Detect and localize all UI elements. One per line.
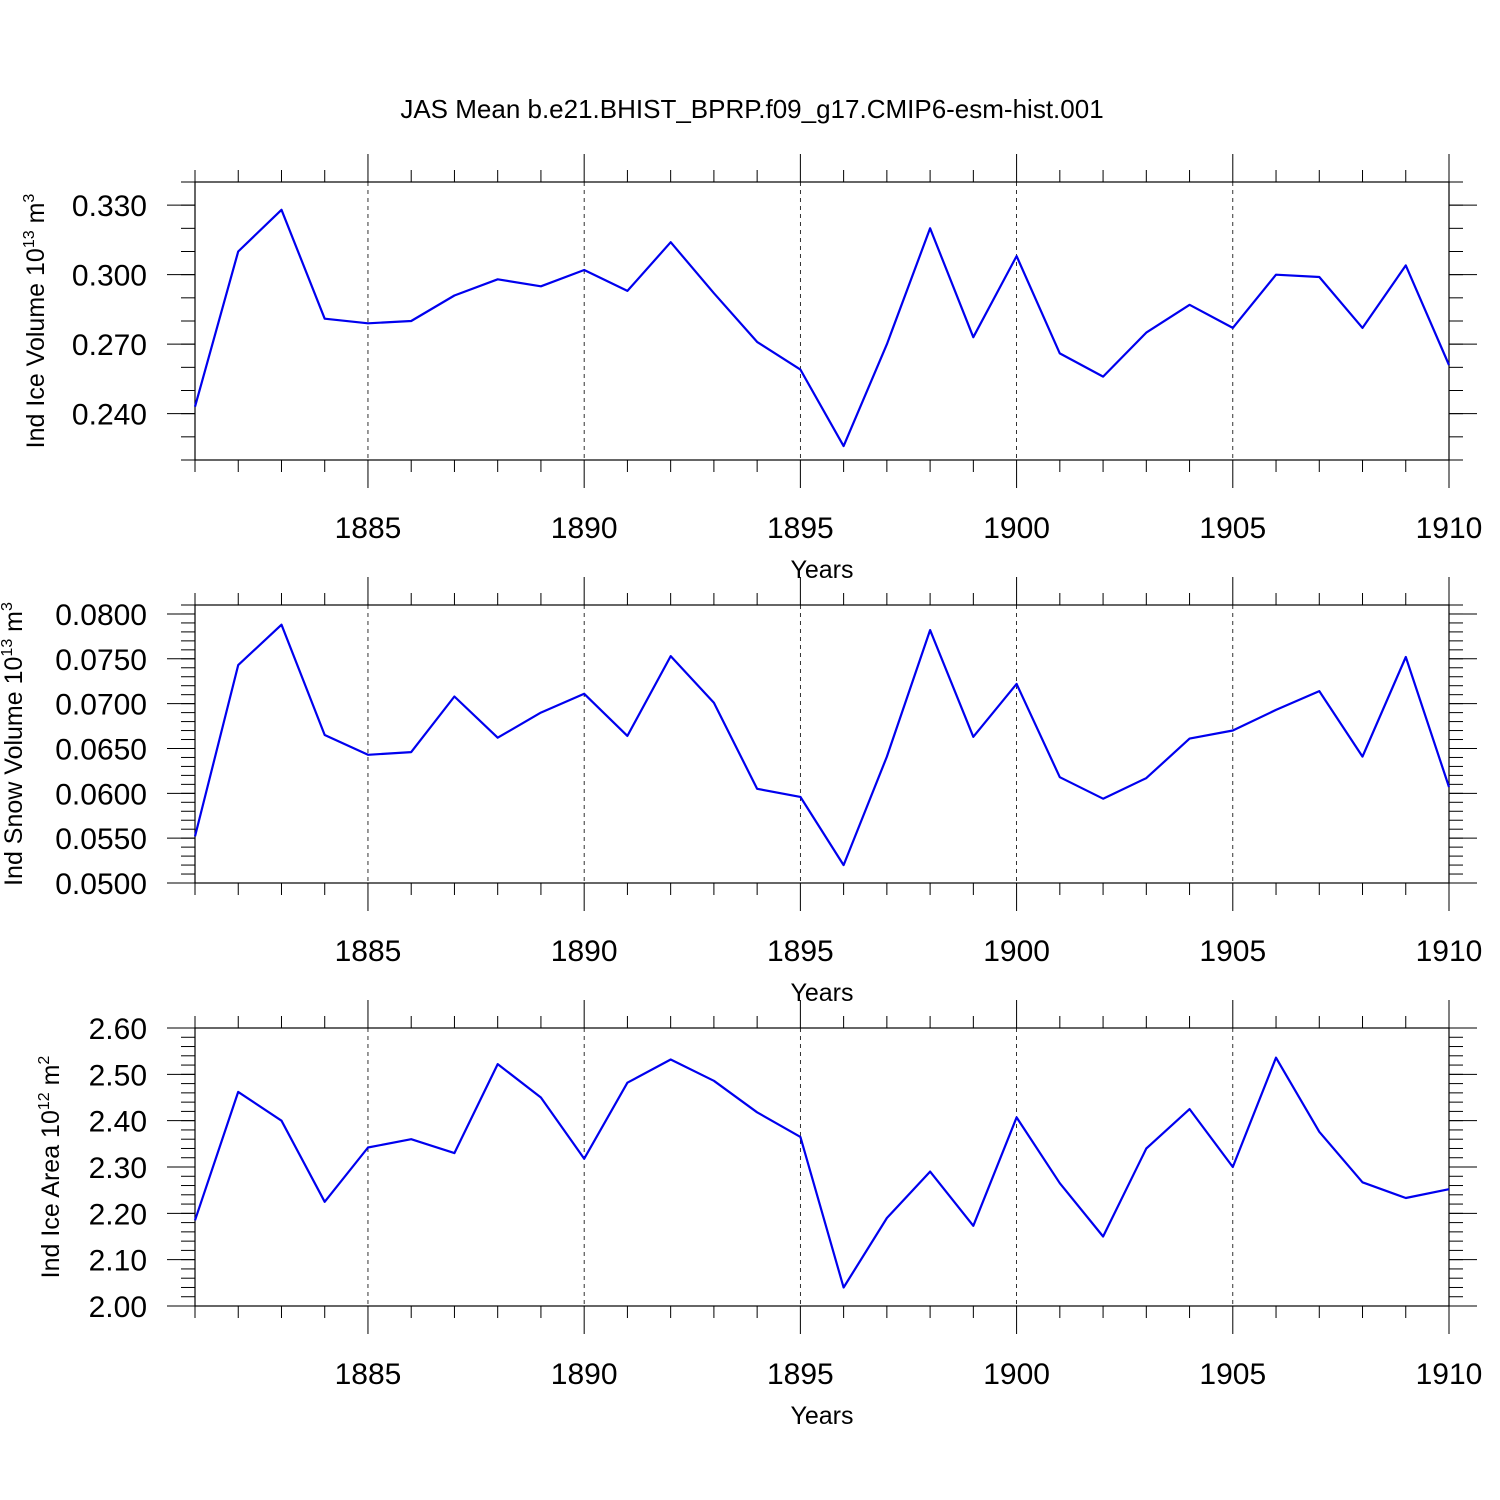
- x-axis-label: Years: [790, 1402, 853, 1430]
- x-axis-label: Years: [790, 556, 853, 584]
- y-axis-label-exponent: 13: [21, 230, 38, 248]
- x-tick-label: 1905: [1199, 1358, 1266, 1391]
- series-line: [193, 208, 1451, 448]
- x-tick-label: 1895: [767, 935, 834, 968]
- x-tick-label: 1900: [983, 512, 1050, 545]
- panel-ice-volume: 1885 1890 1895 1900 1905 1910 0.240 0.270 0.300 0…: [21, 154, 1482, 584]
- y-axis-label-unit-exponent: 3: [21, 194, 38, 203]
- series-line: [193, 623, 1451, 867]
- x-tick-label: 1885: [335, 512, 402, 545]
- x-tick-label: 1905: [1199, 935, 1266, 968]
- plot-frame: [194, 604, 1450, 884]
- y-axis-label: Ind Snow Volume 1013 m3: [0, 602, 28, 886]
- y-tick-label: 0.0600: [55, 778, 147, 811]
- y-tick-label: 2.40: [89, 1106, 147, 1139]
- y-tick-label: 2.60: [89, 1013, 147, 1046]
- x-tick-label: 1910: [1416, 935, 1483, 968]
- y-tick-label: 2.30: [89, 1152, 147, 1185]
- y-axis-label: Ind Ice Volume 1013 m3: [21, 194, 50, 449]
- chart-title: JAS Mean b.e21.BHIST_BPRP.f09_g17.CMIP6-…: [400, 94, 1103, 124]
- x-tick-label: 1900: [983, 1358, 1050, 1391]
- y-tick-label: 2.20: [89, 1198, 147, 1231]
- x-tick-label: 1895: [767, 512, 834, 545]
- y-tick-label: 2.50: [89, 1059, 147, 1092]
- panel-ice-area: 1885 1890 1895 1900 1905 1910 2.00 2.10 2.20 2.30…: [36, 1000, 1482, 1430]
- series-line: [193, 1056, 1450, 1289]
- y-tick-label: 0.330: [72, 190, 147, 223]
- y-axis-label-exponent: 13: [0, 639, 16, 657]
- y-tick-label: 0.270: [72, 329, 147, 362]
- panel-snow-volume: 1885 1890 1895 1900 1905 1910 0.0500 0.0550 0.06…: [0, 577, 1482, 1007]
- x-tick-label: 1890: [551, 512, 618, 545]
- x-tick-label: 1895: [767, 1358, 834, 1391]
- y-axis-label-unit: m: [0, 611, 28, 639]
- y-axis-label-main: Ind Snow Volume 10: [0, 657, 28, 886]
- plot-frame: [194, 181, 1450, 461]
- x-tick-label: 1905: [1199, 512, 1266, 545]
- y-axis-label-main: Ind Ice Area 10: [37, 1110, 65, 1278]
- y-axis-label-unit-exponent: 3: [0, 602, 16, 611]
- y-tick-label: 2.10: [89, 1245, 147, 1278]
- x-tick-label: 1885: [335, 1358, 402, 1391]
- y-axis-label-unit-exponent: 2: [36, 1056, 53, 1065]
- y-tick-label: 0.0550: [55, 823, 147, 856]
- plot-frame: [194, 1027, 1450, 1307]
- y-tick-label: 2.00: [89, 1291, 147, 1324]
- x-tick-label: 1910: [1416, 1358, 1483, 1391]
- x-tick-label: 1910: [1416, 512, 1483, 545]
- x-axis-label: Years: [790, 979, 853, 1007]
- y-tick-label: 0.0500: [55, 868, 147, 901]
- y-tick-label: 0.0800: [55, 599, 147, 632]
- x-tick-label: 1900: [983, 935, 1050, 968]
- x-tick-label: 1890: [551, 935, 618, 968]
- y-tick-label: 0.0700: [55, 689, 147, 722]
- x-tick-label: 1885: [335, 935, 402, 968]
- y-axis-label-unit: m: [22, 203, 50, 231]
- y-axis-label: Ind Ice Area 1012 m2: [36, 1056, 65, 1279]
- y-tick-label: 0.0650: [55, 733, 147, 766]
- y-tick-label: 0.300: [72, 260, 147, 293]
- y-axis-label-exponent: 12: [36, 1092, 53, 1110]
- x-tick-label: 1890: [551, 1358, 618, 1391]
- y-tick-label: 0.0750: [55, 644, 147, 677]
- y-tick-label: 0.240: [72, 399, 147, 432]
- y-axis-label-main: Ind Ice Volume 10: [22, 248, 50, 448]
- y-axis-label-unit: m: [37, 1065, 65, 1093]
